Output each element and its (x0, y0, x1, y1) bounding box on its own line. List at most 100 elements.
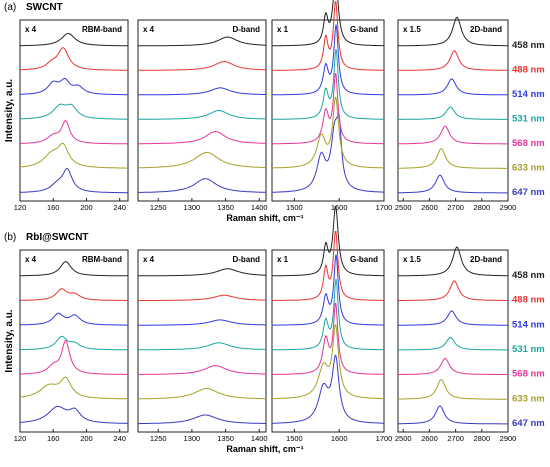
spectrum-line-488-nm (272, 230, 384, 301)
spectrum-line-531-nm (398, 336, 508, 351)
subplot-rbm-band: x 4 RBM-band 120 160 200 240 (14, 249, 129, 443)
scale-factor-label: x 4 (143, 25, 155, 34)
spectrum-line-514-nm (138, 87, 266, 96)
spectrum-line-458-nm (20, 261, 128, 277)
scale-factor-label: x 1.5 (403, 25, 421, 34)
legend-entry: 488 nm (512, 295, 545, 306)
legend-entry: 514 nm (512, 89, 545, 100)
spectrum-line-647-nm (138, 414, 266, 425)
band-title: 2D-band (470, 25, 502, 34)
spectrum-line-458-nm (398, 16, 508, 47)
x-tick-label: 2500 (395, 203, 412, 212)
legend-entry: 647 nm (512, 418, 545, 429)
spectrum-line-458-nm (138, 36, 266, 47)
x-axis-label: Raman shift, cm⁻¹ (226, 213, 303, 223)
spectrum-line-647-nm (138, 178, 266, 193)
plot-frame (397, 19, 509, 202)
legend-entry: 458 nm (512, 270, 545, 281)
spectrum-line-647-nm (20, 167, 128, 194)
band-title: G-band (350, 255, 378, 264)
spectrum-line-531-nm (272, 279, 384, 351)
spectrum-line-488-nm (272, 1, 384, 71)
panel-sample-title: SWCNT (26, 2, 63, 13)
spectrum-line-458-nm (272, 0, 385, 47)
x-tick-label: 2900 (500, 434, 517, 443)
spectrum-line-633-nm (137, 388, 266, 400)
x-axis-label: Raman shift, cm⁻¹ (226, 444, 303, 454)
legend-entry: 568 nm (512, 369, 545, 380)
spectrum-line-488-nm (398, 280, 508, 301)
x-tick-label: 2600 (421, 203, 438, 212)
x-tick-label: 2800 (473, 434, 490, 443)
spectrum-line-458-nm (138, 268, 266, 277)
subplot-g-band: x 1 G-band 1500 1600 1700 (271, 206, 393, 443)
spectrum-line-568-nm (138, 131, 266, 145)
subplot-d-band: x 4 D-band 1250 1300 1350 1400 (137, 19, 268, 212)
x-tick-label: 240 (113, 434, 126, 443)
spectrum-line-647-nm (398, 405, 508, 425)
spectrum-line-531-nm (272, 49, 384, 120)
panel-label: (a) (4, 2, 16, 13)
spectrum-line-568-nm (272, 302, 384, 375)
spectrum-line-531-nm (138, 109, 266, 120)
spectrum-line-488-nm (138, 294, 267, 301)
x-tick-label: 1300 (184, 434, 201, 443)
plot-frame (271, 19, 385, 202)
spectrum-line-633-nm (398, 148, 508, 169)
x-tick-label: 1600 (331, 203, 348, 212)
spectrum-line-458-nm (272, 206, 385, 277)
subplot-2d-band: x 1.5 2D-band 2500 2600 2700 2800 2900 (395, 16, 516, 212)
spectrum-line-531-nm (20, 335, 128, 351)
x-tick-label: 200 (80, 434, 93, 443)
spectrum-line-514-nm (20, 77, 128, 96)
spectrum-line-633-nm (272, 96, 384, 169)
spectrum-line-531-nm (20, 103, 128, 120)
band-title: D-band (232, 25, 260, 34)
spectrum-line-568-nm (398, 357, 508, 376)
scale-factor-label: x 1 (277, 255, 289, 264)
x-tick-label: 120 (14, 203, 27, 212)
band-title: G-band (350, 25, 378, 34)
x-tick-label: 160 (47, 434, 60, 443)
x-tick-label: 1500 (286, 434, 303, 443)
panel-sample-title: RbI@SWCNT (26, 232, 89, 243)
x-tick-label: 1700 (376, 203, 393, 212)
spectrum-line-514-nm (272, 24, 384, 96)
spectrum-line-633-nm (138, 151, 267, 169)
x-tick-label: 1250 (150, 203, 167, 212)
spectrum-line-488-nm (398, 50, 508, 71)
subplot-d-band: x 4 D-band 1250 1300 1350 1400 (137, 249, 268, 443)
x-tick-label: 1700 (376, 434, 393, 443)
band-title: RBM-band (82, 255, 122, 264)
spectrum-line-514-nm (398, 78, 508, 96)
scale-factor-label: x 4 (143, 255, 155, 264)
x-tick-label: 1400 (251, 434, 268, 443)
x-tick-label: 1300 (184, 203, 201, 212)
spectrum-line-514-nm (138, 319, 266, 326)
x-tick-label: 2800 (473, 203, 490, 212)
spectrum-line-568-nm (20, 339, 128, 375)
x-tick-label: 2700 (447, 203, 464, 212)
spectrum-line-531-nm (398, 106, 508, 120)
spectrum-line-633-nm (19, 142, 128, 169)
band-title: RBM-band (82, 25, 122, 34)
legend-entry: 531 nm (512, 344, 545, 355)
x-tick-label: 1250 (150, 434, 167, 443)
spectrum-line-647-nm (398, 174, 508, 194)
spectrum-line-568-nm (272, 72, 384, 145)
legend-entry: 458 nm (512, 40, 545, 51)
x-tick-label: 1600 (331, 434, 348, 443)
scale-factor-label: x 1.5 (403, 255, 421, 264)
plot-frame (137, 249, 267, 433)
legend-entry: 488 nm (512, 65, 545, 76)
x-tick-label: 240 (113, 203, 126, 212)
x-tick-label: 200 (80, 203, 93, 212)
x-tick-label: 2700 (447, 434, 464, 443)
spectrum-line-488-nm (19, 47, 128, 71)
spectrum-line-568-nm (398, 125, 508, 145)
spectrum-line-568-nm (138, 365, 267, 375)
spectrum-line-514-nm (398, 310, 508, 326)
subplot-g-band: x 1 G-band 1500 1600 1700 (271, 0, 393, 212)
scale-factor-label: x 4 (25, 25, 37, 34)
y-axis-label: Intensity, a.u. (4, 309, 15, 372)
